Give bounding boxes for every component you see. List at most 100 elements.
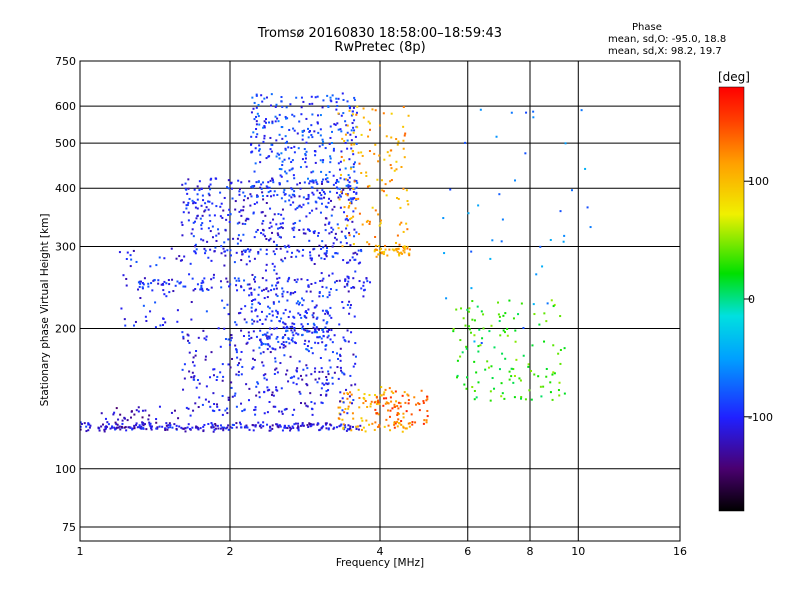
data-point: [347, 219, 350, 222]
data-point: [388, 248, 391, 251]
data-point: [345, 227, 348, 230]
x-axis-label: Frequency [MHz]: [335, 557, 425, 569]
data-point: [296, 278, 299, 281]
data-point: [312, 193, 315, 196]
data-point: [258, 144, 261, 147]
data-point: [198, 382, 201, 385]
data-point: [353, 315, 356, 318]
data-point: [264, 269, 267, 272]
data-point: [405, 410, 408, 413]
data-point: [308, 103, 311, 106]
data-point: [346, 224, 349, 227]
data-point: [475, 371, 478, 374]
data-point: [103, 430, 106, 433]
data-point: [347, 198, 350, 201]
data-point: [268, 345, 271, 348]
data-point: [263, 333, 266, 336]
data-point: [502, 314, 505, 317]
data-point: [467, 325, 470, 328]
data-point: [203, 210, 206, 213]
data-point: [163, 280, 166, 283]
data-point: [339, 128, 342, 131]
chart-subtitle: RwPretec (8p): [334, 40, 426, 55]
data-point: [303, 148, 306, 151]
data-point: [219, 424, 222, 427]
data-point: [154, 301, 157, 304]
data-point: [293, 316, 296, 319]
data-point: [354, 251, 357, 254]
data-point: [179, 259, 182, 262]
data-point: [280, 387, 283, 390]
data-point: [277, 213, 280, 216]
data-point: [118, 251, 121, 254]
data-point: [558, 394, 561, 397]
data-point: [219, 427, 222, 430]
data-point: [385, 135, 388, 138]
data-point: [312, 316, 315, 319]
data-point: [285, 106, 288, 109]
data-point: [327, 373, 330, 376]
data-point: [335, 238, 338, 241]
data-point: [279, 174, 282, 177]
data-point: [200, 224, 203, 227]
data-point: [141, 416, 144, 419]
data-point: [227, 179, 230, 182]
data-point: [242, 191, 245, 194]
data-point: [368, 243, 371, 246]
data-point: [288, 128, 291, 131]
data-point: [258, 148, 261, 151]
data-point: [185, 188, 188, 191]
data-point: [420, 389, 423, 392]
data-point: [254, 280, 257, 283]
data-point: [178, 282, 181, 285]
data-point: [261, 277, 264, 280]
data-point: [291, 331, 294, 334]
data-point: [361, 419, 364, 422]
data-point: [407, 399, 410, 402]
data-point: [227, 428, 230, 431]
data-point: [235, 422, 238, 425]
data-point: [342, 306, 345, 309]
data-point: [351, 412, 354, 415]
data-point: [313, 328, 316, 331]
data-point: [162, 317, 165, 320]
data-point: [221, 299, 224, 302]
data-point: [273, 372, 276, 375]
data-point: [533, 313, 536, 316]
data-point: [255, 93, 258, 96]
data-point: [245, 342, 248, 345]
data-point: [336, 352, 339, 355]
data-point: [406, 228, 409, 231]
data-point: [198, 180, 201, 183]
data-point: [352, 126, 355, 129]
data-point: [312, 322, 315, 325]
data-point: [298, 219, 301, 222]
data-point: [304, 161, 307, 164]
data-point: [204, 355, 207, 358]
data-point: [423, 419, 426, 422]
data-point: [325, 382, 328, 385]
data-point: [167, 424, 170, 427]
data-point: [329, 288, 332, 291]
data-point: [271, 427, 274, 430]
data-point: [249, 204, 252, 207]
data-point: [469, 331, 472, 334]
data-point: [470, 287, 473, 290]
data-point: [331, 351, 334, 354]
data-point: [297, 425, 300, 428]
data-point: [201, 194, 204, 197]
data-point: [177, 417, 180, 420]
data-point: [404, 132, 407, 135]
data-point: [343, 139, 346, 142]
data-point: [352, 252, 355, 255]
data-point: [280, 100, 283, 103]
data-point: [275, 388, 278, 391]
data-point: [355, 425, 358, 428]
data-point: [344, 133, 347, 136]
data-point: [318, 254, 321, 257]
data-point: [465, 345, 468, 348]
data-point: [223, 264, 226, 267]
data-point: [403, 134, 406, 137]
data-point: [344, 218, 347, 221]
data-point: [253, 236, 256, 239]
